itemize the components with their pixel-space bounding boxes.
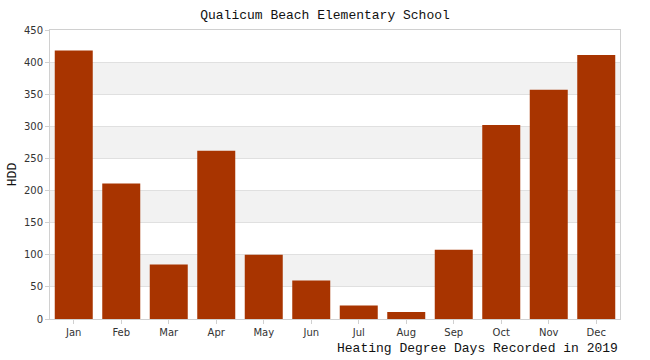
- svg-text:350: 350: [24, 89, 43, 100]
- svg-text:Feb: Feb: [112, 327, 130, 338]
- svg-text:Jul: Jul: [352, 327, 365, 338]
- svg-text:400: 400: [24, 57, 43, 68]
- svg-text:Aug: Aug: [396, 327, 416, 338]
- svg-text:100: 100: [24, 249, 43, 260]
- svg-text:150: 150: [24, 217, 43, 228]
- svg-text:Jan: Jan: [65, 327, 81, 338]
- svg-text:HDD: HDD: [5, 163, 20, 187]
- svg-text:Qualicum Beach Elementary Scho: Qualicum Beach Elementary School: [200, 8, 450, 23]
- svg-text:Dec: Dec: [587, 327, 606, 338]
- svg-text:Oct: Oct: [493, 327, 510, 338]
- svg-text:200: 200: [24, 185, 43, 196]
- svg-text:May: May: [253, 327, 274, 338]
- svg-text:Sep: Sep: [444, 327, 463, 338]
- svg-text:Heating Degree Days Recorded i: Heating Degree Days Recorded in 2019: [337, 341, 618, 356]
- svg-text:0: 0: [37, 314, 43, 325]
- svg-text:250: 250: [24, 153, 43, 164]
- svg-text:Jun: Jun: [302, 327, 319, 338]
- svg-text:50: 50: [30, 281, 43, 292]
- svg-text:Mar: Mar: [159, 327, 179, 338]
- svg-text:300: 300: [24, 121, 43, 132]
- svg-text:Nov: Nov: [539, 327, 559, 338]
- svg-text:Apr: Apr: [208, 327, 226, 338]
- svg-text:450: 450: [24, 25, 43, 36]
